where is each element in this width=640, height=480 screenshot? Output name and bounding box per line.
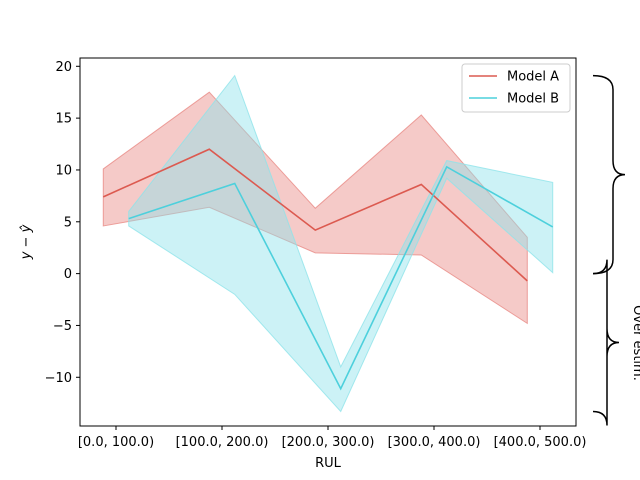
curly-brace-upper (592, 74, 626, 275)
x-tick-label: [300.0, 400.0) (388, 435, 481, 450)
x-tick-label: [200.0, 300.0) (282, 435, 375, 450)
series-line-model-b (128, 165, 554, 391)
y-tick-label: 15 (55, 112, 72, 127)
x-tick-label: [100.0, 200.0) (176, 435, 269, 450)
annotations: Over estim. (592, 74, 640, 426)
legend-label: Model A (507, 70, 559, 85)
y-tick-label: 5 (64, 215, 72, 230)
confidence-band-model-b (128, 74, 554, 413)
y-axis-label: y − ŷ (19, 224, 34, 260)
y-tick-label: −5 (53, 319, 72, 334)
annotation-label-over-estim: Over estim. (630, 305, 640, 381)
x-axis: [0.0, 100.0) [100.0, 200.0) [200.0, 300.0)… (78, 426, 587, 450)
legend-label: Model B (507, 92, 559, 107)
y-tick-label: −10 (45, 371, 72, 386)
y-tick-label: 10 (55, 163, 72, 178)
x-axis-label: RUL (315, 456, 342, 471)
series-line-model-a (102, 148, 528, 282)
y-tick-label: 20 (55, 60, 72, 75)
plot-area (102, 74, 554, 413)
x-tick-label: [0.0, 100.0) (78, 435, 154, 450)
legend: Model A Model B (461, 63, 571, 113)
y-axis: −10 −5 0 5 10 15 20 (45, 60, 80, 386)
curly-brace-lower (592, 259, 620, 426)
y-tick-label: 0 (64, 267, 72, 282)
x-tick-label: [400.0, 500.0) (494, 435, 587, 450)
